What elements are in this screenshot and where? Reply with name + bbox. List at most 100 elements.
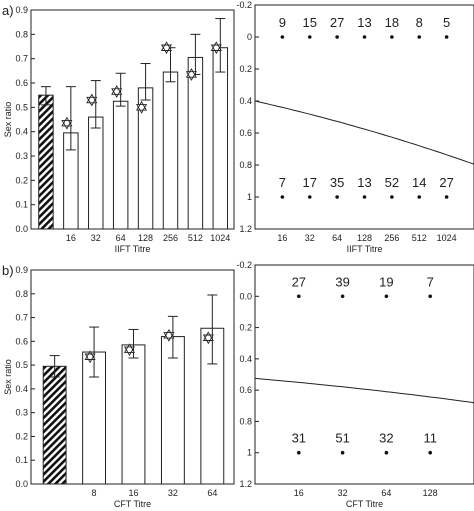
y-tick-label: 0.6 (239, 128, 252, 138)
count-top: 8 (416, 15, 423, 30)
count-bottom: 31 (292, 431, 306, 446)
y-tick-label: 0.6 (239, 385, 252, 395)
y-tick-label: 0.8 (239, 160, 252, 170)
data-point (417, 195, 422, 199)
y-axis-label: Sex ratio (3, 359, 13, 395)
bar (212, 47, 229, 230)
count-bottom: 17 (303, 175, 317, 190)
count-bottom: 52 (385, 175, 399, 190)
star-marker (185, 68, 197, 81)
y-tick-label: 0.2 (15, 175, 28, 185)
count-top: 7 (427, 274, 434, 289)
y-tick-label: 1 (247, 448, 252, 458)
count-bottom: 11 (423, 431, 437, 446)
y-tick-label: 0.0 (15, 224, 28, 234)
star-marker (163, 329, 175, 342)
x-tick-label: 128 (357, 233, 372, 243)
x-tick-label: 1024 (437, 233, 457, 243)
x-tick-label: 64 (116, 233, 126, 243)
bar (38, 94, 54, 230)
count-top: 5 (443, 15, 450, 30)
y-tick-label: 0.0 (15, 479, 28, 489)
count-top: 27 (330, 15, 344, 30)
count-bottom: 51 (335, 431, 349, 446)
y-tick-label: 0.5 (15, 102, 28, 112)
count-top: 39 (335, 274, 349, 289)
star-marker (123, 343, 135, 357)
star-marker (136, 100, 148, 114)
x-tick-label: 16 (277, 233, 287, 243)
count-top: 27 (292, 274, 306, 289)
y-tick-label: 0.9 (15, 5, 28, 15)
x-tick-label: 256 (163, 233, 178, 243)
data-point (428, 294, 433, 299)
bar (88, 116, 104, 230)
x-axis-label: CFT Titre (114, 499, 151, 509)
y-tick-label: 0.4 (239, 96, 252, 106)
star-marker (61, 116, 73, 130)
y-tick-label: 0.3 (15, 408, 28, 418)
x-tick-label: 32 (91, 233, 101, 243)
x-tick-label: 128 (423, 488, 438, 498)
x-axis-label: IIFT Titre (347, 244, 383, 254)
y-tick-label: 1 (247, 192, 252, 202)
data-point (297, 450, 301, 455)
x-tick-label: 8 (92, 488, 97, 498)
y-tick-label: 0.4 (15, 384, 28, 394)
data-point (444, 195, 449, 199)
y-tick-label: 0.2 (239, 323, 252, 333)
y-tick-label: 0.1 (15, 200, 28, 210)
count-bottom: 32 (379, 431, 393, 446)
data-point (428, 450, 433, 455)
count-bottom: 7 (279, 175, 286, 190)
count-bottom: 14 (412, 175, 426, 190)
panel-b-bar-chart: 0.0 0.1 0.2 0.3 0.4 0.5 0.6 0.7 0.8 0.9 8 16 32 64 CFT… (3, 265, 235, 509)
x-tick-label: 16 (294, 488, 304, 498)
x-tick-label: 512 (188, 233, 203, 243)
star-marker (160, 41, 172, 55)
bar (162, 71, 179, 230)
count-bottom: 13 (357, 175, 371, 190)
count-bottom: 27 (439, 175, 453, 190)
star-marker (210, 41, 222, 55)
data-point (384, 294, 389, 299)
y-tick-label: -0.2 (236, 260, 252, 270)
y-tick-label: 0.2 (15, 431, 28, 441)
count-bottom: 35 (330, 175, 344, 190)
plot-frame (254, 264, 474, 485)
y-tick-label: 0.2 (239, 64, 252, 74)
bar (187, 56, 204, 230)
x-tick-label: 64 (207, 488, 217, 498)
data-point (335, 195, 339, 199)
y-tick-label: 0.7 (15, 54, 28, 64)
count-top: 19 (379, 274, 393, 289)
y-tick-label: 0.4 (239, 354, 252, 364)
data-point (417, 35, 422, 39)
y-tick-label: 0.9 (15, 265, 28, 275)
y-tick-label: 0.0 (239, 291, 252, 301)
y-tick-label: 1.2 (239, 479, 252, 489)
bar (112, 100, 129, 230)
x-tick-label: 256 (384, 233, 399, 243)
count-top: 13 (357, 15, 371, 30)
data-point (340, 294, 345, 299)
x-tick-label: 16 (66, 233, 76, 243)
data-point (340, 450, 345, 455)
count-top: 9 (279, 15, 286, 30)
plot-frame (30, 9, 235, 230)
data-point (384, 450, 389, 455)
data-point (362, 35, 367, 39)
x-axis-label: CFT Titre (346, 499, 383, 509)
bar (160, 336, 185, 485)
y-axis-label: Sex ratio (3, 102, 13, 138)
plot-frame (254, 4, 474, 230)
panel-b-count-plot: -0.2 0.0 0.2 0.4 0.6 0.8 1 1.2 16 27 31 32 39 51 64 19 3… (236, 260, 474, 509)
data-point (307, 35, 312, 39)
panel-label-b: b) (2, 263, 14, 278)
star-marker (202, 331, 214, 345)
x-tick-label: 32 (168, 488, 178, 498)
star-marker (111, 85, 123, 98)
data-point (390, 35, 394, 39)
y-tick-label: 0.1 (15, 455, 28, 465)
